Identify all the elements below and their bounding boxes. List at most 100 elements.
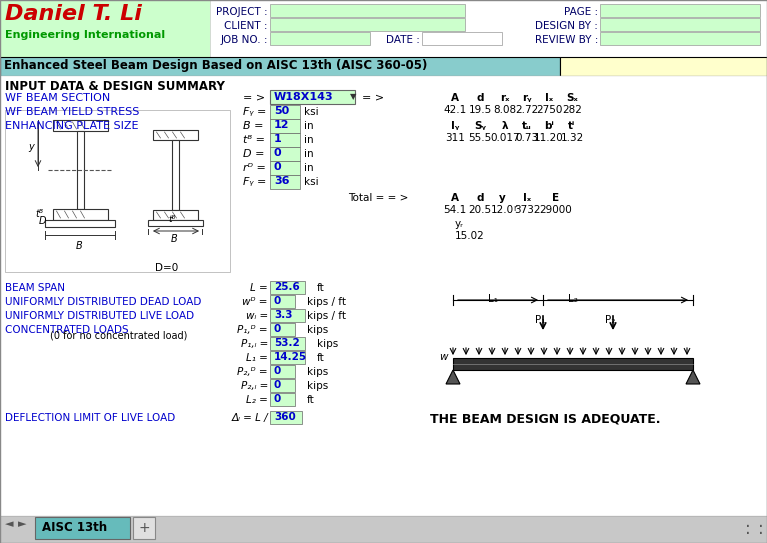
- Text: P₁: P₁: [535, 315, 545, 325]
- Text: 0: 0: [274, 366, 281, 376]
- Text: d: d: [476, 193, 484, 203]
- Text: Sₓ: Sₓ: [566, 93, 578, 103]
- Bar: [52, 120, 107, 131]
- Text: WF BEAM YIELD STRESS: WF BEAM YIELD STRESS: [5, 107, 140, 117]
- Text: Iᵧ: Iᵧ: [451, 121, 459, 131]
- Text: ►: ►: [18, 519, 27, 529]
- Bar: [153, 210, 197, 220]
- Text: wᴰ =: wᴰ =: [242, 297, 268, 307]
- Bar: [133, 517, 155, 539]
- Text: 282: 282: [562, 105, 582, 115]
- Polygon shape: [446, 370, 460, 384]
- Text: kips: kips: [307, 367, 328, 377]
- Text: y: y: [28, 142, 34, 152]
- Bar: [45, 220, 115, 227]
- Text: w: w: [439, 352, 447, 362]
- Text: bⁱ: bⁱ: [544, 121, 554, 131]
- Text: tⁱ: tⁱ: [568, 121, 575, 131]
- Bar: [0, 0, 210, 57]
- Text: :: :: [758, 520, 764, 538]
- Text: ft: ft: [317, 353, 324, 363]
- Text: 2750: 2750: [536, 105, 562, 115]
- Text: 8.08: 8.08: [493, 105, 516, 115]
- Text: 15.02: 15.02: [455, 231, 485, 241]
- Bar: [270, 32, 370, 45]
- Text: rᵧ: rᵧ: [522, 93, 532, 103]
- Text: in: in: [304, 149, 314, 159]
- Text: 0: 0: [274, 324, 281, 334]
- Text: rᴰ =: rᴰ =: [243, 163, 266, 173]
- Text: (0 for no concentrated load): (0 for no concentrated load): [50, 330, 187, 340]
- Text: 1.32: 1.32: [561, 133, 584, 143]
- Text: 360: 360: [274, 412, 296, 422]
- Text: L =: L =: [250, 283, 268, 293]
- Text: Total = = >: Total = = >: [348, 193, 408, 203]
- Text: :: :: [745, 520, 751, 538]
- Text: REVIEW BY :: REVIEW BY :: [535, 35, 598, 45]
- Bar: [270, 18, 465, 31]
- Text: kips: kips: [307, 381, 328, 391]
- Text: AISC 13th: AISC 13th: [42, 521, 107, 534]
- Bar: [453, 358, 693, 370]
- Text: B: B: [171, 234, 178, 244]
- Text: 50: 50: [274, 106, 289, 116]
- Text: 54.1: 54.1: [443, 205, 466, 215]
- Text: BEAM SPAN: BEAM SPAN: [5, 283, 65, 293]
- Bar: [600, 18, 760, 31]
- Text: CLIENT :: CLIENT :: [225, 21, 268, 31]
- Text: rₓ: rₓ: [500, 93, 510, 103]
- Polygon shape: [686, 370, 700, 384]
- Bar: [35, 517, 130, 539]
- Bar: [600, 4, 760, 17]
- Text: 0: 0: [274, 162, 281, 172]
- Bar: [0, 57, 560, 76]
- Text: P₁,ᴰ =: P₁,ᴰ =: [237, 325, 268, 335]
- Bar: [270, 295, 295, 308]
- Text: 0: 0: [274, 380, 281, 390]
- Bar: [422, 32, 502, 45]
- Bar: [270, 411, 302, 424]
- Text: 311: 311: [445, 133, 465, 143]
- Text: 1: 1: [274, 134, 281, 144]
- Text: DATE :: DATE :: [386, 35, 420, 45]
- Bar: [270, 351, 305, 364]
- Bar: [270, 309, 305, 322]
- Text: = >: = >: [362, 93, 384, 103]
- Text: P₂,ₗ =: P₂,ₗ =: [241, 381, 268, 391]
- Text: CONCENTRATED LOADS: CONCENTRATED LOADS: [5, 325, 129, 335]
- Text: kips: kips: [307, 325, 328, 335]
- Bar: [270, 323, 295, 336]
- Text: ft: ft: [317, 283, 324, 293]
- Bar: [5, 110, 230, 272]
- Text: ksi: ksi: [304, 107, 318, 117]
- Text: B: B: [76, 241, 83, 251]
- Bar: [270, 161, 300, 175]
- Text: +: +: [139, 521, 150, 535]
- Text: INPUT DATA & DESIGN SUMMARY: INPUT DATA & DESIGN SUMMARY: [5, 80, 225, 93]
- Text: 12.0: 12.0: [490, 205, 514, 215]
- Text: Iₓ: Iₓ: [523, 193, 531, 203]
- Text: UNIFORMLY DISTRIBUTED DEAD LOAD: UNIFORMLY DISTRIBUTED DEAD LOAD: [5, 297, 202, 307]
- Text: 20.5: 20.5: [469, 205, 492, 215]
- Text: ▼: ▼: [350, 92, 357, 101]
- Text: DEFLECTION LIMIT OF LIVE LOAD: DEFLECTION LIMIT OF LIVE LOAD: [5, 413, 175, 423]
- Bar: [270, 4, 465, 17]
- Bar: [270, 281, 305, 294]
- Bar: [52, 209, 107, 220]
- Text: 29000: 29000: [540, 205, 572, 215]
- Text: Sᵧ: Sᵧ: [474, 121, 486, 131]
- Bar: [153, 130, 197, 140]
- Text: Fᵧ =: Fᵧ =: [243, 107, 266, 117]
- Text: 0: 0: [274, 296, 281, 306]
- Text: P₂,ᴰ =: P₂,ᴰ =: [237, 367, 268, 377]
- Text: 19.5: 19.5: [469, 105, 492, 115]
- Text: P₂: P₂: [605, 315, 615, 325]
- Text: D: D: [39, 216, 47, 226]
- Text: THE BEAM DESIGN IS ADEQUATE.: THE BEAM DESIGN IS ADEQUATE.: [430, 413, 660, 426]
- Text: 3.3: 3.3: [274, 310, 292, 320]
- Text: tᴮ: tᴮ: [35, 209, 43, 219]
- Text: yᵣ: yᵣ: [455, 219, 464, 229]
- Text: tᴮ =: tᴮ =: [243, 135, 265, 145]
- Bar: [0, 76, 767, 516]
- Text: λ: λ: [502, 121, 509, 131]
